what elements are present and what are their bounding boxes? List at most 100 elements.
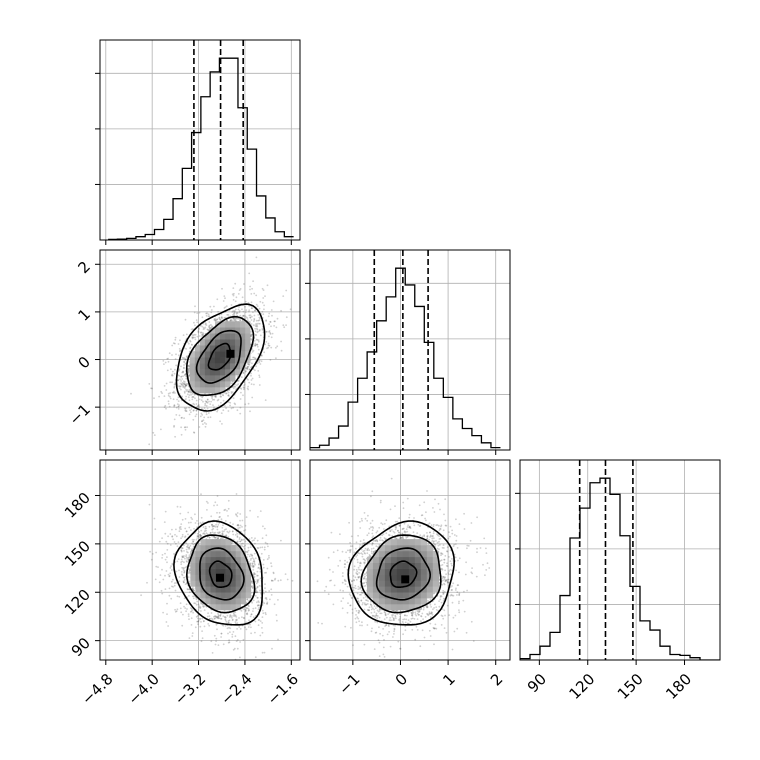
sample-point	[238, 617, 240, 619]
sample-point	[266, 602, 268, 605]
sample-point	[244, 317, 246, 320]
sample-point	[189, 569, 191, 571]
sample-point	[242, 545, 245, 548]
sample-point	[181, 556, 184, 558]
sample-point	[198, 534, 201, 537]
sample-point	[267, 346, 270, 349]
sample-point	[181, 574, 184, 577]
sample-point	[190, 411, 192, 414]
sample-point	[181, 556, 184, 559]
sample-point	[167, 360, 170, 363]
sample-point	[249, 553, 252, 556]
density-cell	[225, 381, 231, 388]
sample-point	[214, 318, 217, 320]
density-cell	[245, 345, 251, 352]
sample-point	[254, 557, 257, 560]
sample-point	[170, 368, 172, 371]
density-cell	[235, 339, 241, 346]
sample-point	[248, 538, 251, 540]
sample-point	[253, 340, 256, 342]
sample-point	[286, 578, 289, 581]
sample-point	[254, 580, 257, 583]
sample-point	[221, 527, 224, 529]
sample-point	[250, 632, 253, 635]
sample-point	[275, 614, 278, 616]
sample-point	[269, 320, 272, 323]
sample-point	[247, 365, 250, 368]
sample-point	[201, 396, 204, 399]
sample-point	[176, 560, 179, 563]
sample-point	[228, 530, 231, 533]
sample-point	[222, 394, 225, 397]
sample-point	[266, 602, 269, 605]
sample-point	[186, 393, 189, 396]
density-cell	[199, 381, 206, 388]
sample-point	[270, 562, 272, 565]
sample-point	[181, 357, 184, 359]
sample-point	[228, 395, 230, 397]
sample-point	[185, 410, 187, 412]
sample-point	[205, 413, 208, 416]
sample-point	[210, 311, 213, 314]
sample-point	[245, 613, 248, 615]
sample-point	[224, 405, 226, 407]
sample-point	[238, 626, 241, 628]
sample-point	[251, 554, 254, 557]
sample-point	[185, 384, 187, 387]
sample-point	[185, 410, 188, 412]
sample-point	[188, 413, 191, 416]
sample-point	[206, 398, 209, 401]
density-cell	[245, 321, 251, 328]
sample-point	[182, 581, 185, 583]
sample-point	[203, 532, 205, 535]
sample-point	[248, 363, 251, 366]
sample-point	[217, 398, 220, 401]
sample-point	[201, 333, 204, 336]
sample-point	[269, 332, 272, 334]
sample-point	[185, 560, 188, 562]
sample-point	[197, 330, 200, 333]
density-cell	[214, 333, 221, 340]
sample-point	[225, 534, 228, 536]
sample-point	[258, 604, 260, 607]
density-cell	[204, 345, 211, 352]
sample-point	[258, 376, 261, 378]
sample-point	[239, 319, 242, 322]
sample-point	[186, 382, 188, 385]
sample-point	[257, 314, 260, 316]
sample-point	[187, 533, 189, 536]
panel-frame	[99, 39, 301, 241]
sample-point	[217, 644, 220, 646]
sample-point	[232, 631, 235, 633]
sample-point	[202, 605, 205, 608]
sample-point	[233, 311, 236, 314]
sample-point	[213, 318, 216, 321]
sample-point	[167, 394, 170, 397]
sample-point	[251, 564, 254, 567]
sample-point	[192, 409, 195, 412]
sample-point	[203, 407, 206, 410]
density-cell	[209, 375, 216, 382]
sample-point	[191, 393, 194, 395]
sample-point	[164, 558, 167, 561]
sample-point	[224, 316, 227, 319]
sample-point	[186, 588, 189, 590]
sample-point	[216, 318, 219, 321]
sample-point	[249, 559, 252, 561]
sample-point	[255, 343, 258, 346]
sample-point	[188, 361, 191, 363]
sample-point	[217, 617, 220, 620]
sample-point	[208, 326, 211, 329]
sample-point	[197, 619, 200, 622]
sample-point	[221, 317, 223, 320]
sample-point	[271, 314, 273, 317]
sample-point	[246, 598, 249, 601]
sample-point	[253, 356, 255, 359]
sample-point	[183, 417, 186, 420]
sample-point	[197, 620, 200, 623]
sample-point	[217, 519, 220, 521]
sample-point	[193, 602, 196, 605]
sample-point	[234, 614, 237, 617]
sample-point	[186, 558, 189, 560]
sample-point	[250, 301, 253, 304]
